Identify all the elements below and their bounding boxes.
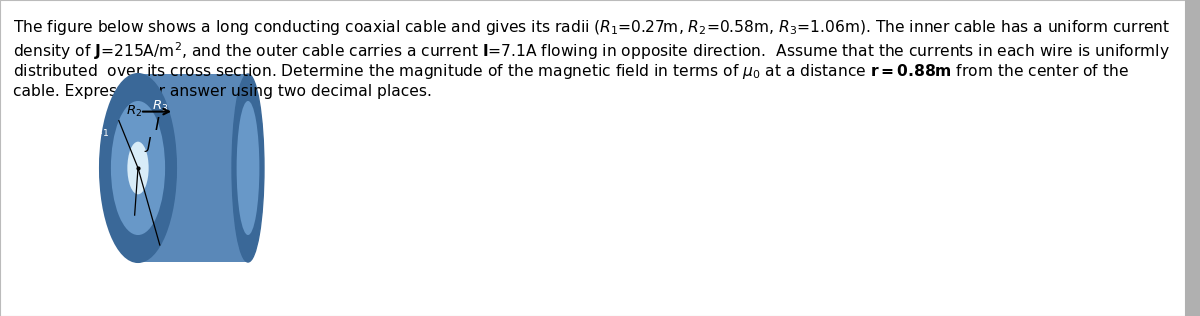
Ellipse shape (119, 120, 157, 216)
Ellipse shape (100, 74, 176, 262)
Ellipse shape (110, 101, 166, 235)
Text: $R_3$: $R_3$ (152, 98, 169, 113)
Ellipse shape (127, 142, 149, 194)
Ellipse shape (118, 117, 158, 219)
Ellipse shape (242, 132, 254, 204)
Text: The figure below shows a long conducting coaxial cable and gives its radii ($R_1: The figure below shows a long conducting… (13, 18, 1170, 37)
Polygon shape (138, 74, 248, 262)
Text: $J$: $J$ (144, 135, 152, 154)
Text: distributed  over its cross section. Determine the magnitude of the magnetic fie: distributed over its cross section. Dete… (13, 62, 1129, 81)
Text: cable. Express your answer using two decimal places.: cable. Express your answer using two dec… (13, 84, 432, 99)
Ellipse shape (232, 74, 264, 262)
Text: $I$: $I$ (154, 116, 161, 134)
Ellipse shape (239, 117, 257, 219)
Ellipse shape (236, 101, 259, 235)
FancyBboxPatch shape (1186, 0, 1200, 316)
Text: $R_1$: $R_1$ (92, 124, 109, 139)
Text: density of $\bf{J}$=215A/m$^2$, and the outer cable carries a current $\bf{I}$=7: density of $\bf{J}$=215A/m$^2$, and the … (13, 40, 1170, 62)
Text: $R_2$: $R_2$ (126, 104, 143, 118)
